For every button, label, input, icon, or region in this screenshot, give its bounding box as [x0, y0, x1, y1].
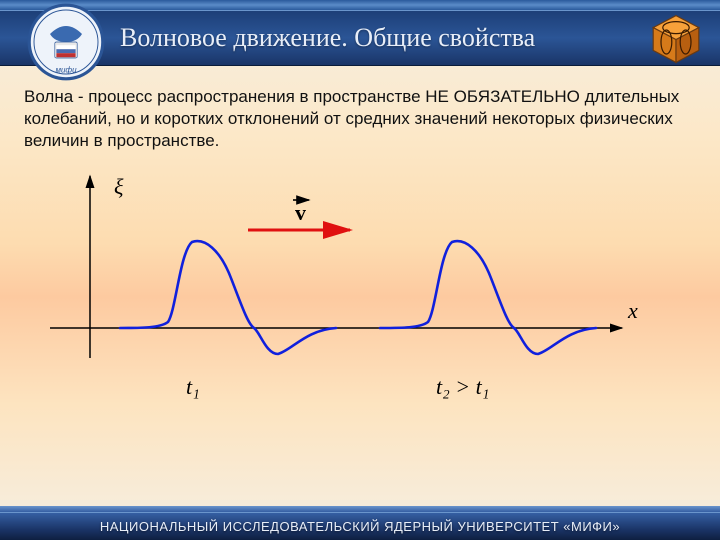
wave-pulse-1 [120, 241, 336, 354]
footer-text: НАЦИОНАЛЬНЫЙ ИССЛЕДОВАТЕЛЬСКИЙ ЯДЕРНЫЙ У… [100, 519, 620, 534]
cube-icon [646, 12, 706, 66]
header-bar: Волновое движение. Общие свойства [0, 10, 720, 66]
y-axis-label: ξ [114, 174, 124, 199]
t1-label: t₁ [186, 374, 200, 399]
t2-label: t₂ > t₁ [436, 374, 489, 399]
velocity-label: v [295, 200, 306, 225]
paragraph: Волна - процесс распространения в простр… [24, 86, 696, 151]
wave-pulse-2 [380, 241, 596, 354]
x-axis-label: x [627, 298, 638, 323]
page-title: Волновое движение. Общие свойства [120, 23, 535, 53]
top-border [0, 0, 720, 10]
university-logo: мифи [24, 2, 108, 82]
footer-bar: НАЦИОНАЛЬНЫЙ ИССЛЕДОВАТЕЛЬСКИЙ ЯДЕРНЫЙ У… [0, 512, 720, 540]
svg-text:мифи: мифи [55, 65, 77, 74]
wave-diagram: ξ x v t₁ t₂ > t₁ [30, 168, 670, 428]
